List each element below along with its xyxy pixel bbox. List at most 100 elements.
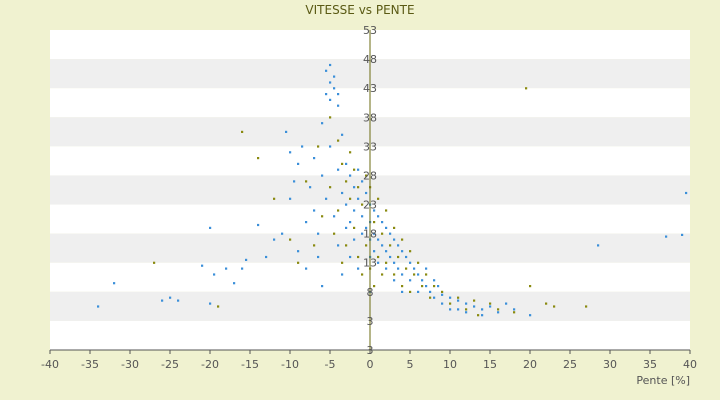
x-tick-label: -20 xyxy=(201,358,219,371)
scatter-point xyxy=(377,197,380,200)
scatter-point xyxy=(441,302,444,305)
scatter-point xyxy=(433,296,436,299)
scatter-point xyxy=(385,209,388,212)
scatter-point xyxy=(345,244,348,247)
scatter-point xyxy=(361,273,364,276)
scatter-point xyxy=(353,186,356,189)
scatter-point xyxy=(401,238,404,241)
scatter-point xyxy=(357,186,360,189)
scatter-point xyxy=(209,226,212,229)
scatter-point xyxy=(465,311,468,314)
scatter-point xyxy=(413,267,416,270)
scatter-point xyxy=(305,267,308,270)
scatter-point xyxy=(373,221,376,224)
scatter-point xyxy=(297,250,300,253)
scatter-point xyxy=(381,221,384,224)
scatter-point xyxy=(429,290,432,293)
y-tick-label: 38 xyxy=(363,111,377,124)
scatter-point xyxy=(353,226,356,229)
scatter-point xyxy=(333,87,336,90)
scatter-point xyxy=(393,226,396,229)
scatter-point xyxy=(345,162,348,165)
x-tick-label: -10 xyxy=(281,358,299,371)
scatter-point xyxy=(497,308,500,311)
scatter-point xyxy=(685,191,688,195)
x-tick-label: 10 xyxy=(443,358,457,371)
scatter-point xyxy=(393,273,396,276)
scatter-point xyxy=(377,261,380,264)
y-tick-label: 53 xyxy=(363,24,377,37)
scatter-point xyxy=(365,226,368,229)
scatter-point xyxy=(321,215,324,218)
scatter-point xyxy=(405,255,408,259)
scatter-point xyxy=(353,238,356,241)
scatter-point xyxy=(585,305,588,308)
scatter-point xyxy=(481,314,484,317)
scatter-point xyxy=(333,215,336,218)
scatter-point xyxy=(393,279,396,282)
scatter-point xyxy=(385,250,388,253)
x-tick-label: -25 xyxy=(161,358,179,371)
y-tick-label: 43 xyxy=(363,82,377,95)
scatter-point xyxy=(317,255,320,259)
scatter-point xyxy=(417,261,420,264)
scatter-point xyxy=(313,209,316,212)
scatter-point xyxy=(341,191,344,195)
x-tick-label: 35 xyxy=(643,358,657,371)
scatter-point xyxy=(385,261,388,264)
y-tick-label: 48 xyxy=(363,53,377,66)
scatter-point xyxy=(497,311,500,314)
scatter-point xyxy=(365,174,368,177)
scatter-point xyxy=(425,273,428,276)
scatter-point xyxy=(665,235,668,238)
scatter-point xyxy=(365,244,368,247)
scatter-point xyxy=(337,104,340,107)
scatter-point xyxy=(425,267,428,270)
scatter-point xyxy=(405,267,408,270)
scatter-point xyxy=(265,255,268,259)
x-axis-label: Pente [%] xyxy=(636,374,690,387)
scatter-point xyxy=(449,308,452,311)
scatter-point xyxy=(345,226,348,229)
scatter-point xyxy=(489,305,492,308)
x-tick-label: -35 xyxy=(81,358,99,371)
scatter-point xyxy=(457,308,460,311)
scatter-point xyxy=(465,308,468,311)
scatter-point xyxy=(529,285,532,288)
scatter-point xyxy=(321,122,324,125)
scatter-point xyxy=(409,290,412,293)
scatter-point xyxy=(441,293,444,296)
scatter-point xyxy=(273,197,276,200)
scatter-point xyxy=(213,273,216,276)
scatter-point xyxy=(329,186,332,189)
scatter-point xyxy=(365,191,368,195)
y-tick-label: 3 xyxy=(367,344,374,357)
scatter-point xyxy=(397,255,400,259)
scatter-point xyxy=(373,285,376,288)
scatter-point xyxy=(373,232,376,235)
scatter-point xyxy=(397,244,400,247)
scatter-point xyxy=(489,302,492,305)
scatter-point xyxy=(457,296,460,299)
scatter-point xyxy=(297,261,300,264)
scatter-point xyxy=(441,290,444,293)
scatter-point xyxy=(169,296,172,299)
scatter-point xyxy=(349,197,352,200)
scatter-point xyxy=(305,180,308,183)
scatter-point xyxy=(281,232,284,235)
scatter-point xyxy=(329,98,332,101)
scatter-point xyxy=(597,244,600,247)
scatter-point xyxy=(401,250,404,253)
y-tick-label: 18 xyxy=(363,228,377,241)
scatter-point xyxy=(349,174,352,177)
scatter-point xyxy=(309,186,312,189)
scatter-point xyxy=(401,285,404,288)
x-tick-label: -15 xyxy=(241,358,259,371)
scatter-point xyxy=(337,244,340,247)
scatter-point xyxy=(513,311,516,314)
scatter-point xyxy=(433,279,436,282)
scatter-point xyxy=(357,168,360,171)
scatter-point xyxy=(377,215,380,218)
scatter-point xyxy=(401,273,404,276)
scatter-point xyxy=(337,168,340,171)
